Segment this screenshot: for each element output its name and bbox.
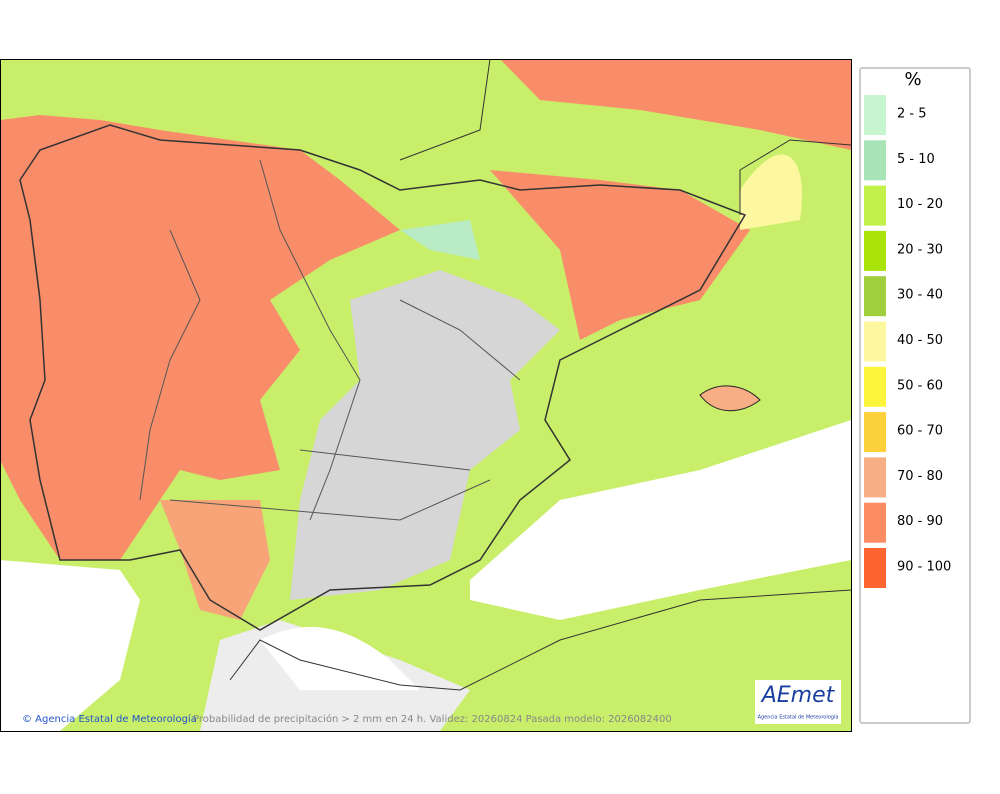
legend-title: % xyxy=(904,69,921,90)
island xyxy=(699,385,761,412)
legend-label: 40 - 50 xyxy=(897,333,943,348)
precip-area xyxy=(400,220,480,260)
legend-swatch xyxy=(864,185,886,226)
map xyxy=(0,59,851,731)
legend-label: 90 - 100 xyxy=(897,560,951,575)
logo-box xyxy=(755,680,841,724)
legend-label: 30 - 40 xyxy=(897,288,943,303)
credit: © Agencia Estatal de Meteorología xyxy=(22,713,197,725)
legend-label: 60 - 70 xyxy=(897,424,943,439)
legend-label: 80 - 90 xyxy=(897,514,943,529)
legend-swatch xyxy=(864,366,886,407)
legend-swatch xyxy=(864,412,886,453)
coastline xyxy=(19,124,747,631)
legend-swatch xyxy=(864,321,886,362)
legend-swatch xyxy=(864,457,886,498)
map-frame xyxy=(0,59,852,732)
region-border xyxy=(139,159,521,521)
legend-swatch xyxy=(864,502,886,543)
legend-label: 2 - 5 xyxy=(897,107,927,122)
precip-area xyxy=(740,154,802,230)
dry-area xyxy=(470,420,851,620)
legend-items: 2 - 5 5 - 10 10 - 20 20 - 30 30 - 40 40 - 50 5… xyxy=(864,95,951,588)
low-precip-area xyxy=(290,270,560,600)
logo: AEmet xyxy=(760,683,836,708)
legend-swatch xyxy=(864,230,886,271)
caption: Probabilidad de precipitación > 2 mm en … xyxy=(193,713,672,725)
legend-label: 50 - 60 xyxy=(897,378,943,393)
legend-label: 5 - 10 xyxy=(897,152,935,167)
precip-area xyxy=(160,500,270,620)
precip-area xyxy=(500,59,851,150)
precip-area xyxy=(0,115,400,560)
legend-swatch xyxy=(864,548,886,588)
dry-area xyxy=(0,560,140,731)
coastline xyxy=(229,589,851,691)
border xyxy=(399,59,851,215)
legend xyxy=(859,67,971,724)
dry-area xyxy=(260,626,420,690)
legend-label: 10 - 20 xyxy=(897,197,943,212)
legend-label: 70 - 80 xyxy=(897,469,943,484)
legend-swatch xyxy=(864,140,886,181)
legend-swatch xyxy=(864,95,886,135)
legend-swatch xyxy=(864,276,886,317)
legend-label: 20 - 30 xyxy=(897,242,943,257)
logo-subtitle: Agencia Estatal de Meteorología xyxy=(758,714,839,721)
